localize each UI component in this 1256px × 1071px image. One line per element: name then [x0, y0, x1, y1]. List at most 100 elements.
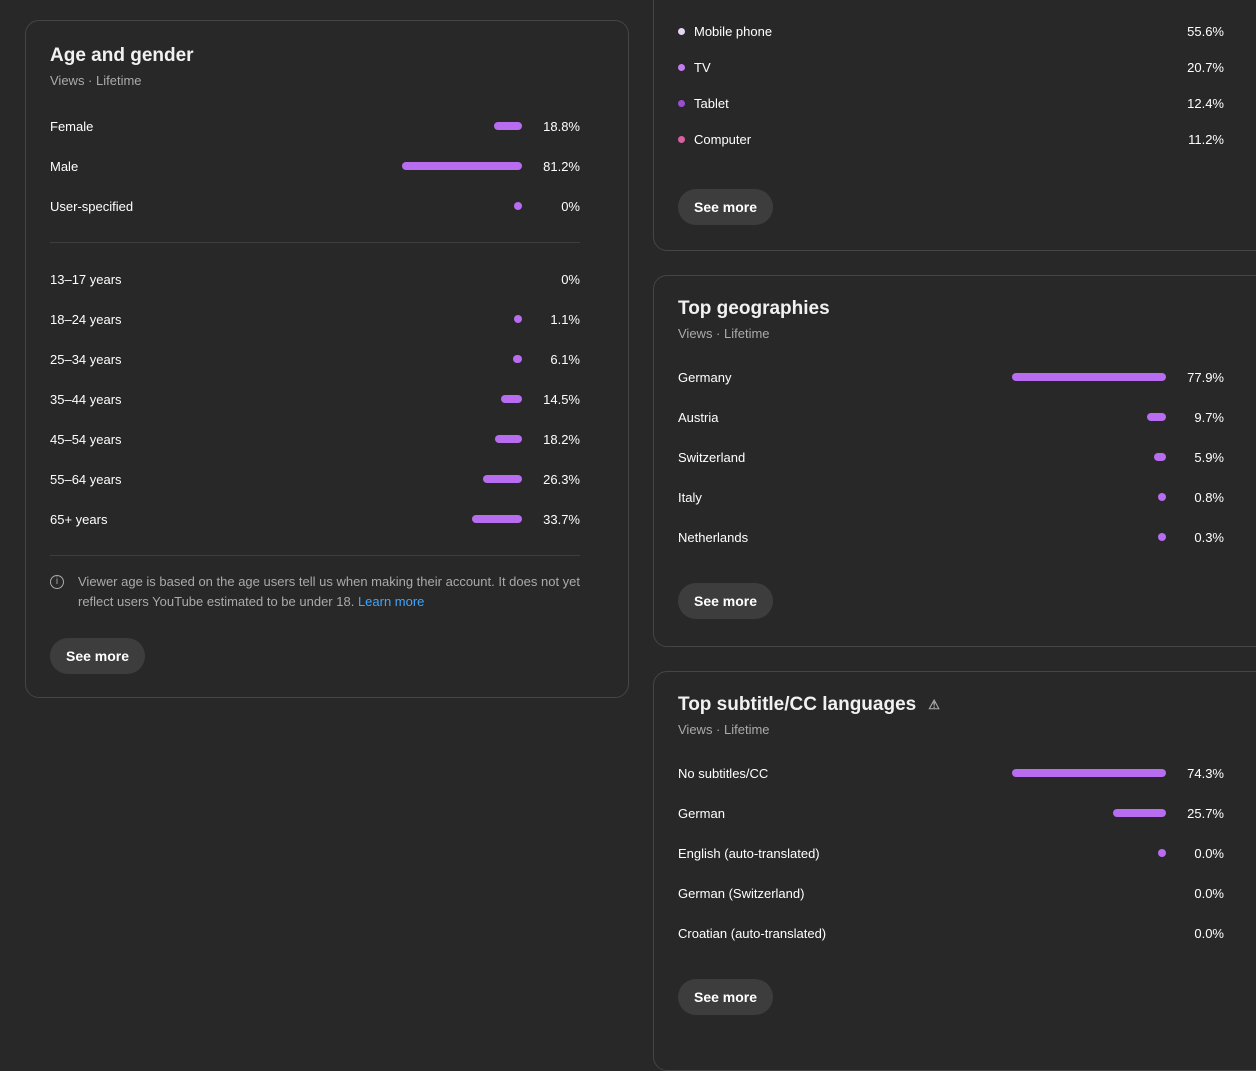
row-label: 25–34 years	[50, 351, 122, 367]
subtitle-language-list: No subtitles/CC 74.3% German 25.7% English (…	[678, 753, 1224, 953]
learn-more-link[interactable]: Learn more	[357, 594, 425, 609]
divider	[50, 555, 580, 556]
row-bar	[402, 162, 522, 170]
legend-dot	[678, 63, 685, 71]
geo-list: Germany 77.9% Austria 9.7% Switzerland 5.9% It…	[678, 357, 1224, 557]
device-row: TV 20.7%	[678, 49, 1224, 85]
device-label: Computer	[694, 131, 752, 147]
list-row: 13–17 years 0%	[50, 259, 580, 299]
list-row: 65+ years 33.7%	[50, 499, 580, 539]
row-value: 0.8%	[1194, 489, 1224, 505]
row-label: No subtitles/CC	[678, 765, 769, 781]
see-more-button[interactable]: See more	[678, 583, 774, 619]
card-title: Age and gender	[50, 45, 194, 66]
row-label: 65+ years	[50, 511, 108, 527]
list-row: English (auto-translated) 0.0%	[678, 833, 1224, 873]
divider	[50, 242, 580, 243]
device-row: Mobile phone 55.6%	[678, 13, 1224, 49]
list-row: 18–24 years 1.1%	[50, 299, 580, 339]
row-bar	[500, 395, 522, 403]
see-more-button[interactable]: See more	[50, 638, 146, 674]
row-label: Netherlands	[678, 529, 749, 545]
row-value: 6.1%	[550, 351, 580, 367]
row-label: 13–17 years	[50, 271, 122, 287]
list-row: Italy 0.8%	[678, 477, 1224, 517]
device-label: TV	[694, 59, 711, 75]
list-row: Croatian (auto-translated) 0.0%	[678, 913, 1224, 953]
row-label: 35–44 years	[50, 391, 122, 407]
device-row: Computer 11.2%	[678, 121, 1224, 157]
row-label: Germany	[678, 369, 732, 385]
row-label: User-specified	[50, 198, 134, 214]
list-row: Netherlands 0.3%	[678, 517, 1224, 557]
row-label: English (auto-translated)	[678, 845, 820, 861]
row-label: Male	[50, 158, 79, 174]
list-row: Germany 77.9%	[678, 357, 1224, 397]
subtitles-card: Top subtitle/CC languages ⚠ Views · Lifet…	[653, 671, 1256, 1071]
device-value: 12.4%	[1187, 95, 1224, 111]
device-value: 11.2%	[1188, 131, 1224, 147]
row-value: 0.0%	[1194, 885, 1224, 901]
row-label: Italy	[678, 489, 702, 505]
warning-icon[interactable]: ⚠	[928, 697, 940, 712]
card-subtitle: Views · Lifetime	[678, 326, 770, 341]
row-label: German	[678, 805, 725, 821]
list-row: Austria 9.7%	[678, 397, 1224, 437]
list-row: 25–34 years 6.1%	[50, 339, 580, 379]
row-bar	[514, 202, 522, 210]
row-bar	[1158, 849, 1166, 857]
device-label: Tablet	[694, 95, 729, 111]
geographies-card: Top geographies Views · Lifetime Germany…	[653, 275, 1256, 647]
list-row: German (Switzerland) 0.0%	[678, 873, 1224, 913]
row-bar	[1154, 453, 1166, 461]
row-bar	[1158, 493, 1166, 501]
list-row: German 25.7%	[678, 793, 1224, 833]
row-bar	[495, 435, 522, 443]
device-value: 20.7%	[1187, 59, 1224, 75]
row-bar	[1146, 413, 1166, 421]
list-row: Female 18.8%	[50, 106, 580, 146]
row-value: 18.8%	[543, 118, 580, 134]
list-row: 45–54 years 18.2%	[50, 419, 580, 459]
card-title: Top geographies	[678, 298, 830, 319]
row-bar	[472, 515, 522, 523]
legend-dot	[678, 27, 685, 35]
see-more-button[interactable]: See more	[678, 979, 774, 1015]
row-value: 33.7%	[543, 511, 580, 527]
row-value: 0%	[561, 198, 580, 214]
age-list: 13–17 years 0% 18–24 years 1.1% 25–34 years 6…	[50, 259, 580, 539]
row-label: Switzerland	[678, 449, 746, 465]
card-title: Top subtitle/CC languages	[678, 694, 917, 715]
info-icon: i	[50, 575, 64, 589]
list-row: Male 81.2%	[50, 146, 580, 186]
row-label: Croatian (auto-translated)	[678, 925, 827, 941]
row-value: 0%	[561, 271, 580, 287]
row-value: 14.5%	[543, 391, 580, 407]
list-row: 55–64 years 26.3%	[50, 459, 580, 499]
see-more-button[interactable]: See more	[678, 189, 774, 225]
row-bar	[1112, 809, 1166, 817]
device-label: Mobile phone	[694, 23, 773, 39]
legend-dot	[678, 99, 685, 107]
row-bar	[1158, 533, 1166, 541]
row-value: 1.1%	[550, 311, 580, 327]
device-value: 55.6%	[1187, 23, 1224, 39]
gender-list: Female 18.8% Male 81.2% User-specified 0%	[50, 106, 580, 226]
age-gender-card: Age and gender Views · Lifetime Female 18…	[25, 20, 629, 698]
row-value: 25.7%	[1187, 805, 1224, 821]
devices-card: Mobile phone 55.6% TV 20.7% Tablet 12.4% Compu…	[653, 0, 1256, 251]
row-value: 18.2%	[543, 431, 580, 447]
note-text: Viewer age is based on the age users tel…	[78, 574, 581, 609]
row-bar	[513, 355, 522, 363]
row-label: 45–54 years	[50, 431, 122, 447]
row-label: German (Switzerland)	[678, 885, 805, 901]
row-bar	[1012, 373, 1166, 381]
row-label: Female	[50, 118, 94, 134]
row-value: 0.0%	[1194, 925, 1224, 941]
row-label: 18–24 years	[50, 311, 122, 327]
row-value: 74.3%	[1187, 765, 1224, 781]
row-value: 81.2%	[543, 158, 580, 174]
list-row: Switzerland 5.9%	[678, 437, 1224, 477]
row-label: Austria	[678, 409, 719, 425]
row-bar	[483, 475, 522, 483]
